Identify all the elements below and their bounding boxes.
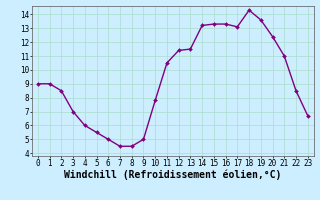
X-axis label: Windchill (Refroidissement éolien,°C): Windchill (Refroidissement éolien,°C) (64, 169, 282, 180)
